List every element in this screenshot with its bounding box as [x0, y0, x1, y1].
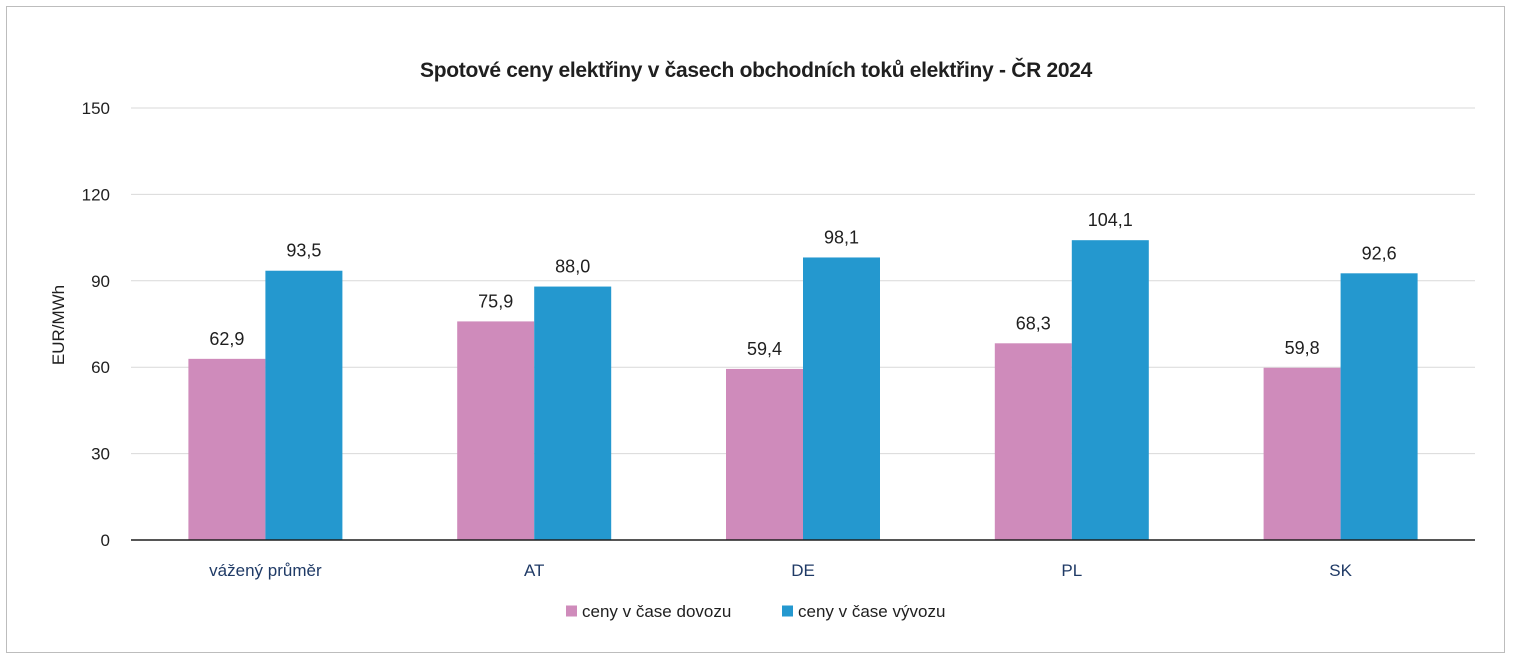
chart-frame: [6, 6, 1505, 653]
data-label: 59,8: [1285, 338, 1320, 358]
x-axis-categories: vážený průměr AT DE PL SK: [209, 561, 1352, 580]
bar-export: [1340, 273, 1418, 540]
y-tick-label: 120: [82, 185, 110, 204]
bar-import: [188, 358, 266, 540]
data-labels: 62,9 93,5 75,9 88,0 59,4 98,1 68,3 104,1 59,8 92,…: [209, 210, 1396, 359]
data-label: 68,3: [1016, 313, 1051, 333]
bar-import: [457, 321, 535, 540]
bar-export: [803, 257, 880, 540]
x-category-label: PL: [1061, 561, 1082, 580]
data-label: 59,4: [747, 339, 782, 359]
x-category-label: SK: [1329, 561, 1352, 580]
y-tick-label: 60: [91, 358, 110, 377]
bar-export: [1071, 240, 1149, 540]
legend: ceny v čase dovozu ceny v čase vývozu: [566, 602, 945, 621]
y-axis-ticks: 0 30 60 90 120 150: [82, 99, 110, 550]
legend-swatch: [566, 605, 577, 617]
data-label: 98,1: [824, 227, 859, 247]
y-tick-label: 30: [91, 445, 110, 464]
y-axis-label: EUR/MWh: [49, 285, 68, 365]
bars: [188, 240, 1418, 540]
chart-title: Spotové ceny elektřiny v časech obchodní…: [420, 58, 1093, 82]
legend-label: ceny v čase dovozu: [582, 602, 731, 621]
x-category-label: vážený průměr: [209, 561, 322, 580]
y-tick-label: 0: [101, 531, 110, 550]
y-tick-label: 90: [91, 272, 110, 291]
legend-label: ceny v čase vývozu: [798, 602, 945, 621]
data-label: 104,1: [1088, 210, 1133, 230]
bar-import: [994, 343, 1072, 540]
y-tick-label: 150: [82, 99, 110, 118]
data-label: 75,9: [478, 291, 513, 311]
data-label: 88,0: [555, 257, 590, 277]
data-label: 92,6: [1362, 243, 1397, 263]
bar-export: [265, 270, 343, 540]
x-category-label: DE: [791, 561, 815, 580]
x-category-label: AT: [524, 561, 544, 580]
bar-import: [1263, 367, 1341, 540]
bar-export: [534, 286, 612, 540]
data-label: 62,9: [209, 329, 244, 349]
legend-swatch: [782, 605, 793, 617]
bar-import: [726, 368, 803, 540]
data-label: 93,5: [286, 241, 321, 261]
